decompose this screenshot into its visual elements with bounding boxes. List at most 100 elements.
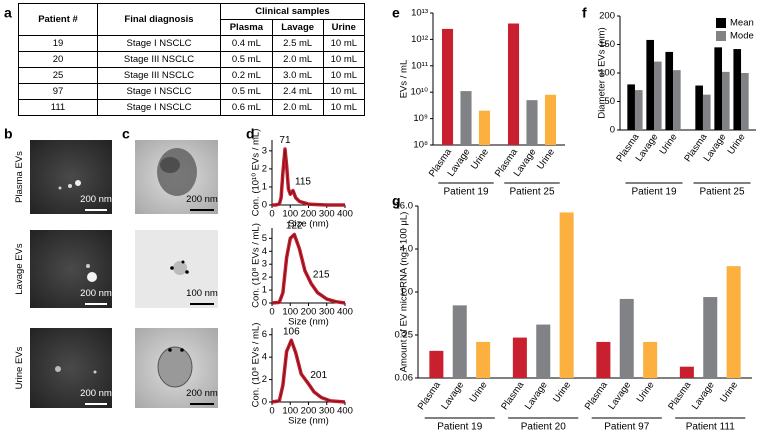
- bar: [722, 71, 730, 130]
- bar: [695, 85, 703, 130]
- scale-bar-label: 100 nm: [186, 288, 218, 299]
- bar-label: Plasma: [583, 379, 611, 412]
- table-cell: 10 mL: [322, 83, 366, 100]
- bar-label: Urine: [658, 132, 680, 157]
- table-cell: Lavage: [271, 19, 324, 36]
- scale-bars: [85, 209, 107, 405]
- bar: [452, 305, 467, 378]
- y-tick-label: 0: [262, 397, 267, 408]
- x-axis-title: Size (nm): [288, 317, 329, 328]
- group-label: Patient 19: [437, 422, 482, 433]
- group-label: Patient 97: [604, 422, 649, 433]
- bar: [544, 94, 557, 145]
- y-axis-title: Con. (10⁸ EVs / mL): [250, 223, 261, 308]
- x-tick-label: 300: [319, 406, 335, 417]
- image-label: Lavage EVs: [14, 243, 25, 294]
- x-tick-label: 200: [301, 209, 317, 220]
- table-cell: 0.6 mL: [220, 99, 273, 116]
- bar: [441, 28, 454, 145]
- peak-label: 115: [295, 177, 311, 188]
- x-axis-title: Size (nm): [288, 416, 329, 427]
- table-cell: 0.2 mL: [220, 67, 273, 84]
- table-cell: Clinical samples: [220, 3, 365, 20]
- group-label: Patient 111: [686, 422, 736, 433]
- bar: [460, 91, 472, 145]
- legend-swatch: [716, 31, 726, 41]
- y-tick-label: 4: [262, 352, 267, 363]
- bar-label: Plasma: [416, 379, 444, 412]
- table-cell: 2.0 mL: [271, 99, 324, 116]
- bar-label: Urine: [469, 147, 491, 172]
- y-tick-label: 1: [262, 285, 267, 296]
- table-cell: 0.5 mL: [220, 51, 273, 68]
- y-tick-label: 5: [262, 233, 267, 244]
- bar: [507, 23, 520, 146]
- bar: [646, 39, 654, 130]
- table-row: 111 Stage I NSCLC 0.6 mL 2.0 mL 10 mL: [18, 99, 366, 116]
- bar: [643, 341, 658, 378]
- y-tick-label: 10¹⁰: [410, 87, 428, 98]
- bar-label: Lavage: [439, 380, 466, 412]
- table-row: 19 Stage I NSCLC 0.4 mL 2.5 mL 10 mL: [18, 35, 366, 52]
- y-tick-label: 10¹²: [411, 34, 428, 45]
- table-cell: 19: [18, 35, 98, 52]
- table-cell: 111: [18, 99, 98, 116]
- table-cell: Plasma: [220, 19, 273, 36]
- table-cell: Stage I NSCLC: [97, 83, 221, 100]
- panel-label: f: [582, 5, 587, 21]
- panel-label: c: [122, 126, 130, 142]
- peak-label: 215: [313, 270, 330, 281]
- table-row: Patient # Final diagnosis Clinical samples: [18, 3, 365, 36]
- table-cell: Urine: [322, 19, 366, 36]
- panel-label: e: [392, 5, 400, 21]
- table-cell: 2.4 mL: [271, 83, 324, 100]
- table-cell: Stage III NSCLC: [97, 51, 221, 68]
- y-tick-label: 1.0: [400, 287, 413, 298]
- table-cell: 10 mL: [322, 35, 366, 52]
- legend-label: Mode: [730, 31, 754, 42]
- table-cell: 2.5 mL: [271, 35, 324, 52]
- bar: [741, 73, 749, 130]
- group-label: Patient 19: [443, 187, 488, 198]
- x-tick-label: 400: [337, 307, 353, 318]
- bar-label: Urine: [535, 147, 557, 172]
- patient-table: Patient # Final diagnosis Clinical samples…: [18, 3, 366, 116]
- table-cell: 10 mL: [322, 67, 366, 84]
- peak-label: 201: [310, 370, 327, 381]
- panel-label: g: [392, 193, 401, 209]
- bar-label: Urine: [551, 380, 573, 405]
- bar: [726, 266, 741, 378]
- peak-label: 71: [279, 135, 291, 146]
- table-cell: 25: [18, 67, 98, 84]
- y-axis-title: Con. (10¹⁰ EVs / mL): [250, 129, 261, 217]
- bar: [512, 337, 527, 378]
- size-distribution-core: [272, 148, 345, 206]
- y-tick-label: 16.0: [395, 201, 414, 212]
- micrograph-b: [30, 140, 112, 408]
- bar-label: Lavage: [606, 380, 633, 412]
- x-tick-label: 100: [282, 209, 298, 220]
- y-tick-label: 10¹¹: [411, 60, 428, 71]
- scale-bar-label: 200 nm: [186, 388, 218, 399]
- y-tick-label: 10⁹: [413, 113, 428, 124]
- bar: [627, 84, 635, 130]
- y-tick-label: 150: [599, 39, 615, 50]
- table-cell: 20: [18, 51, 98, 68]
- table-cell: 0.5 mL: [220, 83, 273, 100]
- y-tick-label: 200: [599, 11, 615, 22]
- y-tick-label: 100: [599, 68, 615, 79]
- table-cell: 0.4 mL: [220, 35, 273, 52]
- table-cell: 10 mL: [322, 99, 366, 116]
- y-tick-label: 2: [262, 374, 267, 385]
- peak-label: 106: [283, 326, 300, 337]
- y-tick-label: 2: [262, 163, 267, 174]
- table-cell: Stage I NSCLC: [97, 99, 221, 116]
- table-cell: Patient #: [18, 3, 98, 36]
- table-row: 97 Stage I NSCLC 0.5 mL 2.4 mL 10 mL: [18, 83, 366, 100]
- bar: [478, 110, 491, 145]
- group-label: Patient 20: [521, 422, 566, 433]
- panel-label: b: [4, 126, 13, 142]
- y-tick-label: 4: [262, 246, 267, 257]
- size-distribution-core: [271, 339, 346, 403]
